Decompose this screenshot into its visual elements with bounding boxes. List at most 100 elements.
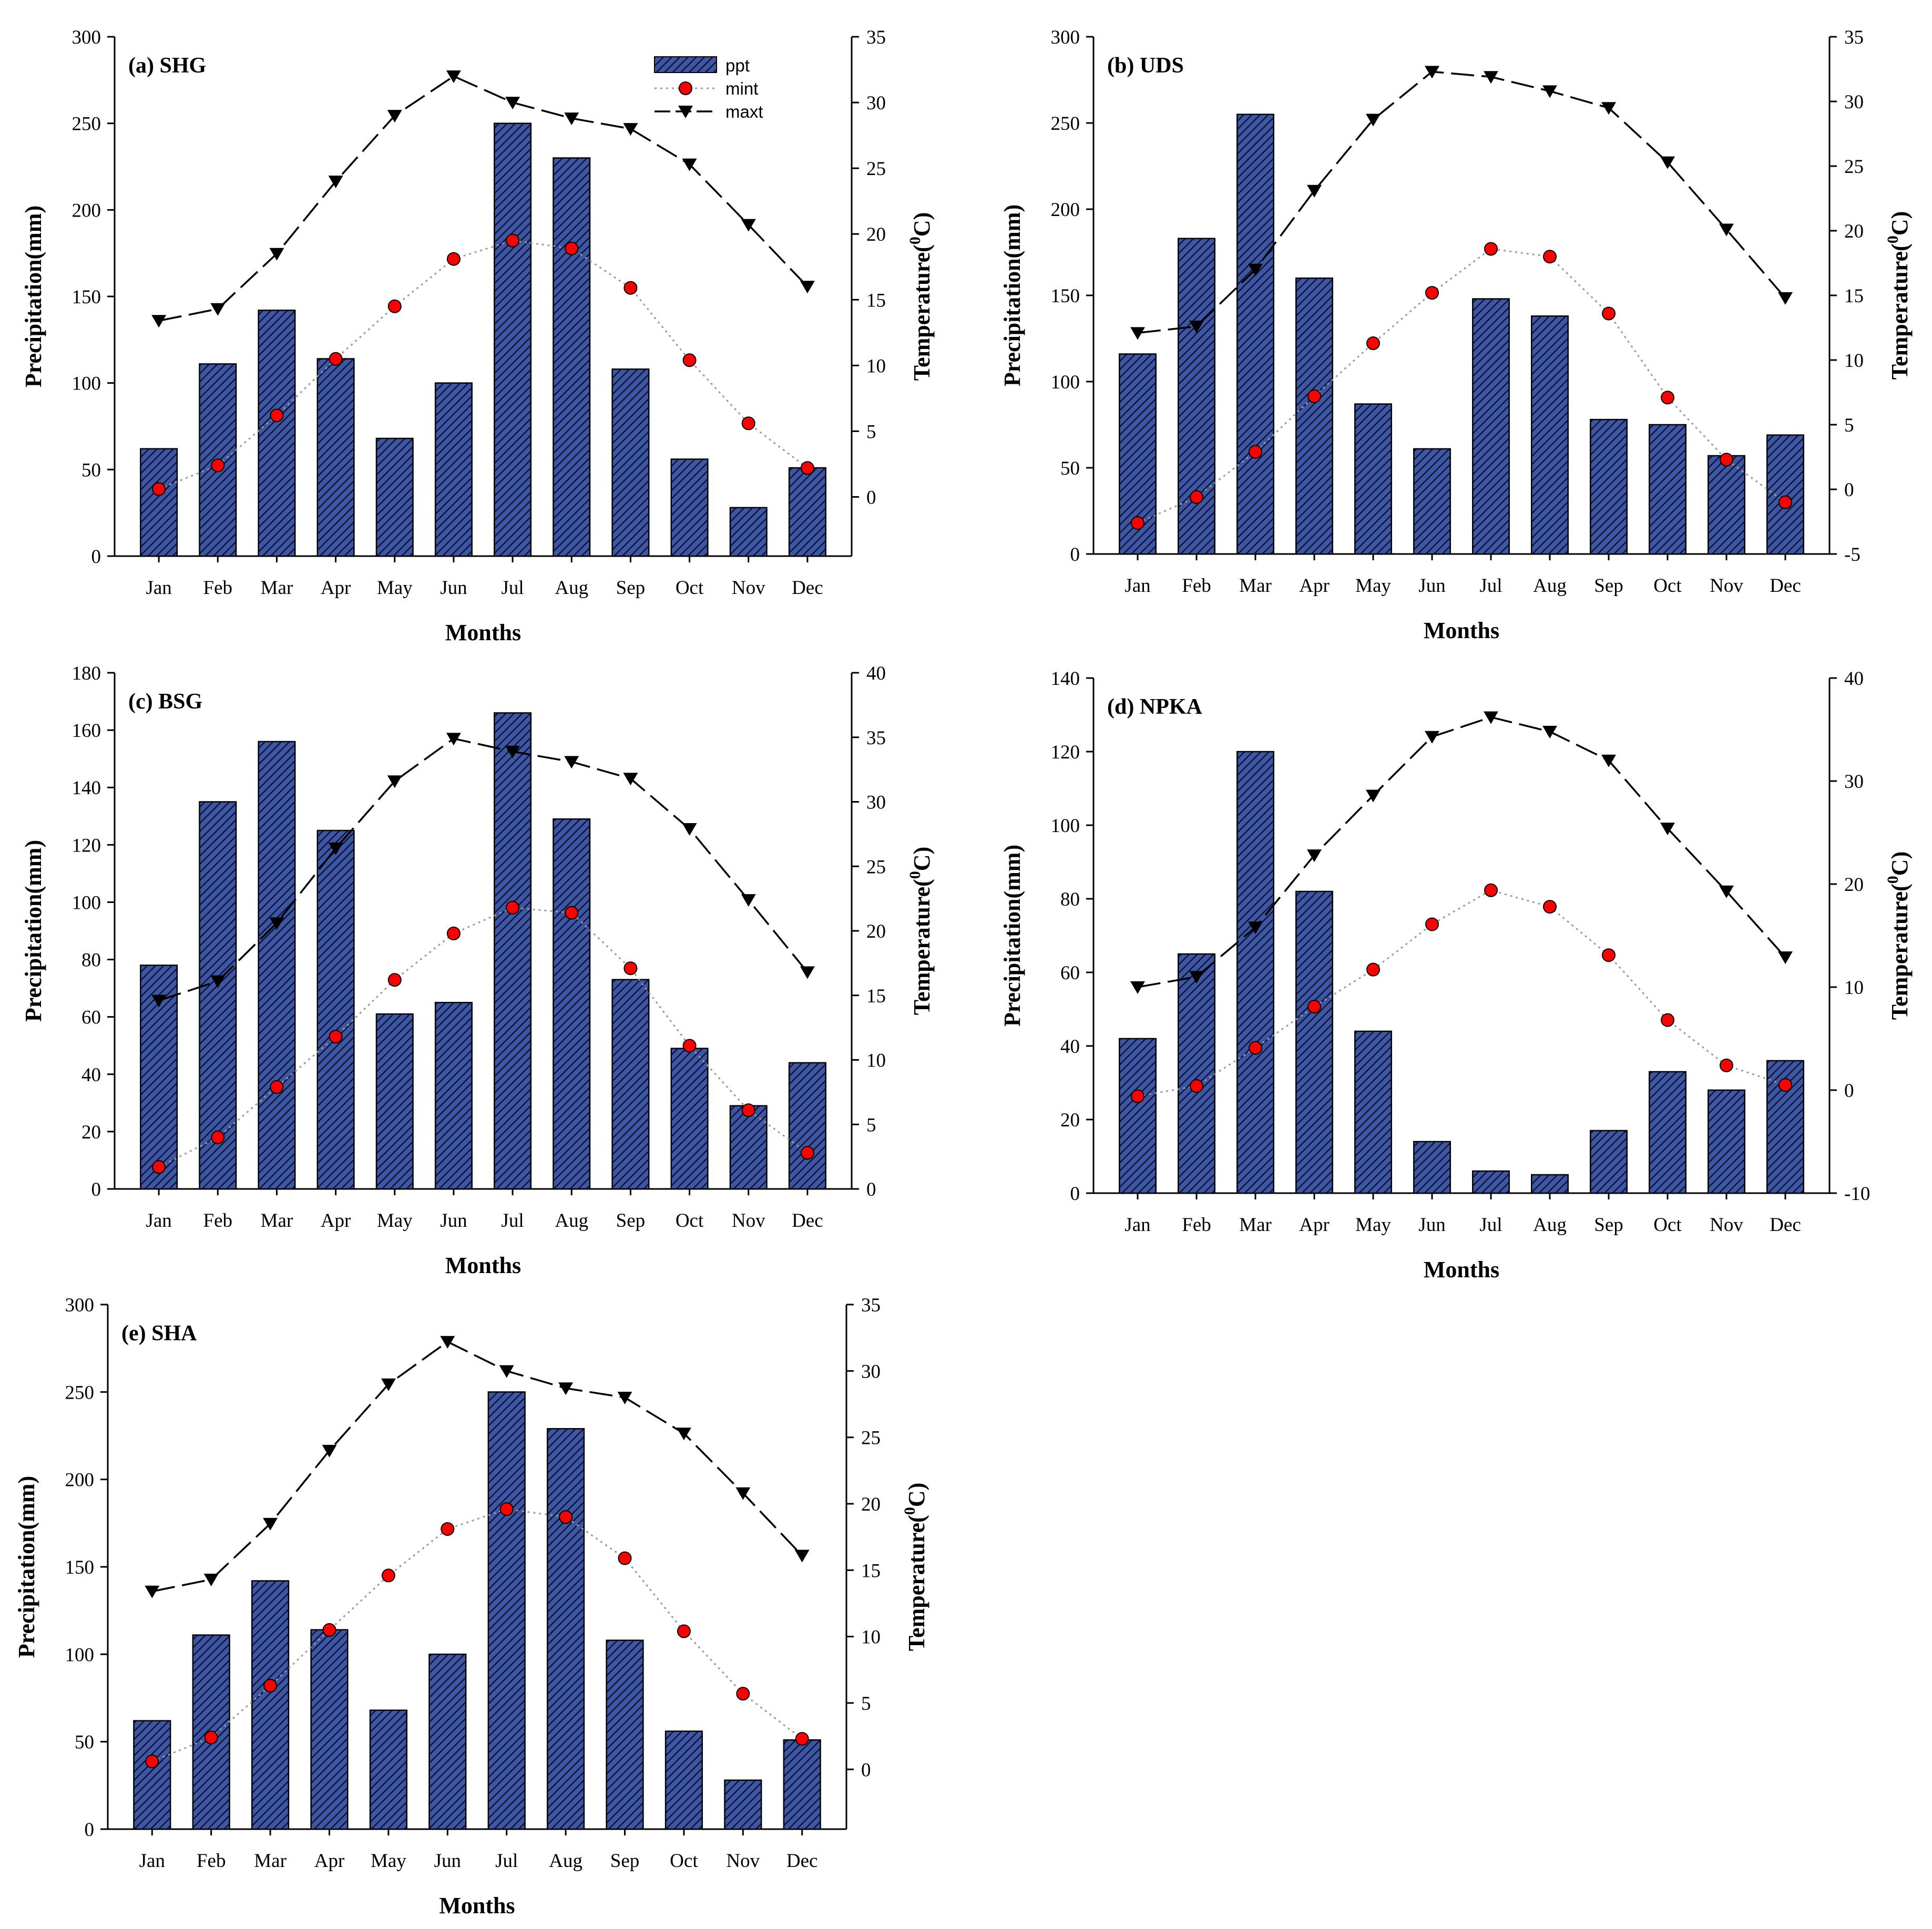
x-tick-label: Aug xyxy=(549,1850,582,1872)
left-tick-label: 50 xyxy=(1060,458,1080,479)
legend-mint-label: mint xyxy=(725,79,758,98)
ppt-bar xyxy=(375,1013,414,1190)
ppt-bar xyxy=(1295,277,1333,555)
mint-point xyxy=(1131,516,1144,530)
mint-point xyxy=(623,961,638,976)
maxt-point xyxy=(794,1550,810,1563)
maxt-point xyxy=(440,1336,455,1349)
mint-line xyxy=(1137,889,1786,1097)
right-axis-title-unit: C) xyxy=(1887,851,1913,876)
mint-point xyxy=(1720,1058,1733,1072)
x-tick-label: Nov xyxy=(732,577,765,599)
left-tick-label: 0 xyxy=(91,546,101,568)
x-tick-label: Jul xyxy=(501,577,524,599)
right-tick-label: 25 xyxy=(866,158,886,180)
ppt-bar xyxy=(1531,1174,1569,1194)
x-tick-label: Jul xyxy=(501,1210,524,1232)
maxt-point xyxy=(145,1585,160,1598)
ppt-bar xyxy=(729,1105,768,1190)
maxt-point xyxy=(623,123,638,136)
right-axis-title-main: Temperature( xyxy=(1887,243,1913,379)
right-tick-label: 15 xyxy=(866,986,886,1007)
left-tick-label: 300 xyxy=(1051,27,1080,48)
mint-point xyxy=(145,1754,159,1769)
maxt-point xyxy=(381,1378,396,1391)
right-tick-label: 15 xyxy=(866,290,886,311)
mint-point xyxy=(1661,1013,1674,1027)
x-tick-label: Jun xyxy=(440,577,467,599)
left-tick-label: 120 xyxy=(72,835,101,856)
ppt-bar xyxy=(1708,455,1745,555)
mint-point xyxy=(211,458,225,473)
maxt-point xyxy=(682,823,697,836)
x-tick-label: Feb xyxy=(203,1210,233,1232)
x-tick-label: May xyxy=(1355,1214,1391,1236)
maxt-point xyxy=(1130,981,1145,994)
right-tick-label: 20 xyxy=(1844,221,1864,242)
x-tick-label: Dec xyxy=(786,1850,818,1872)
maxt-point xyxy=(1366,114,1381,127)
mint-point xyxy=(1366,962,1380,977)
maxt-point xyxy=(1366,789,1381,803)
left-tick-label: 180 xyxy=(72,663,101,684)
right-tick-label: 40 xyxy=(866,663,886,684)
left-tick-label: 80 xyxy=(81,950,101,971)
x-tick-label: May xyxy=(377,1210,413,1232)
x-tick-label: Oct xyxy=(676,577,704,599)
ppt-bar xyxy=(251,1580,290,1830)
x-tick-label: Dec xyxy=(792,1210,823,1232)
left-tick-label: 20 xyxy=(81,1122,101,1143)
left-axis-title: Precipitation(mm) xyxy=(999,845,1025,1027)
maxt-point xyxy=(1719,223,1734,237)
ppt-bar xyxy=(375,437,414,557)
ppt-bar xyxy=(788,467,826,557)
maxt-line xyxy=(151,1340,803,1593)
right-tick-label: 20 xyxy=(1844,874,1864,896)
mint-point xyxy=(1720,453,1733,467)
mint-point xyxy=(741,1103,755,1117)
maxt-point xyxy=(735,1487,751,1500)
x-tick-label: Sep xyxy=(610,1850,640,1872)
right-axis-title-sup: 0 xyxy=(906,237,924,244)
x-tick-label: Nov xyxy=(732,1210,765,1232)
ppt-bar xyxy=(133,1720,171,1830)
right-axis-title: Temperature(0C) xyxy=(1884,211,1913,380)
right-axis-title-sup: 0 xyxy=(1884,235,1902,243)
maxt-point xyxy=(1778,951,1793,965)
x-tick-label: Mar xyxy=(1239,1214,1272,1236)
legend-maxt-marker xyxy=(678,106,693,118)
right-tick-label: 30 xyxy=(1844,771,1864,793)
chart-panel-e: 0 50 100 150 200 250 300 0 5 10 15 20 25 30 35 Jan Feb Ma… xyxy=(14,1295,929,1918)
ppt-bar xyxy=(1472,1170,1510,1194)
x-tick-label: Jan xyxy=(139,1850,165,1872)
right-tick-label: 10 xyxy=(861,1627,881,1648)
maxt-point xyxy=(682,158,697,171)
x-tick-label: Aug xyxy=(555,1210,588,1232)
mint-point xyxy=(800,1146,814,1160)
right-tick-label: 0 xyxy=(866,1179,876,1201)
mint-point xyxy=(387,299,402,313)
maxt-point xyxy=(564,756,579,769)
maxt-point xyxy=(387,110,402,123)
mint-point xyxy=(1602,306,1616,321)
maxt-point xyxy=(1248,921,1263,935)
x-tick-label: Jan xyxy=(146,1210,171,1232)
ppt-bar xyxy=(199,801,237,1190)
x-tick-label: Nov xyxy=(1710,1214,1743,1236)
maxt-point xyxy=(741,219,756,232)
ppt-bar xyxy=(258,310,296,557)
left-tick-label: 50 xyxy=(81,459,101,481)
x-tick-label: Sep xyxy=(1594,1214,1623,1236)
ppt-bar xyxy=(1649,424,1686,555)
ppt-bar xyxy=(1413,448,1451,555)
ppt-bar xyxy=(1649,1071,1686,1194)
x-tick-label: Oct xyxy=(676,1210,704,1232)
right-tick-label: 10 xyxy=(1844,977,1864,999)
mint-point xyxy=(1307,1000,1321,1014)
left-tick-label: 40 xyxy=(81,1064,101,1086)
ppt-bar xyxy=(611,368,650,557)
x-tick-label: Mar xyxy=(261,577,293,599)
x-tick-label: Oct xyxy=(1653,1214,1682,1236)
left-axis-title: Precipitation(mm) xyxy=(21,840,46,1022)
